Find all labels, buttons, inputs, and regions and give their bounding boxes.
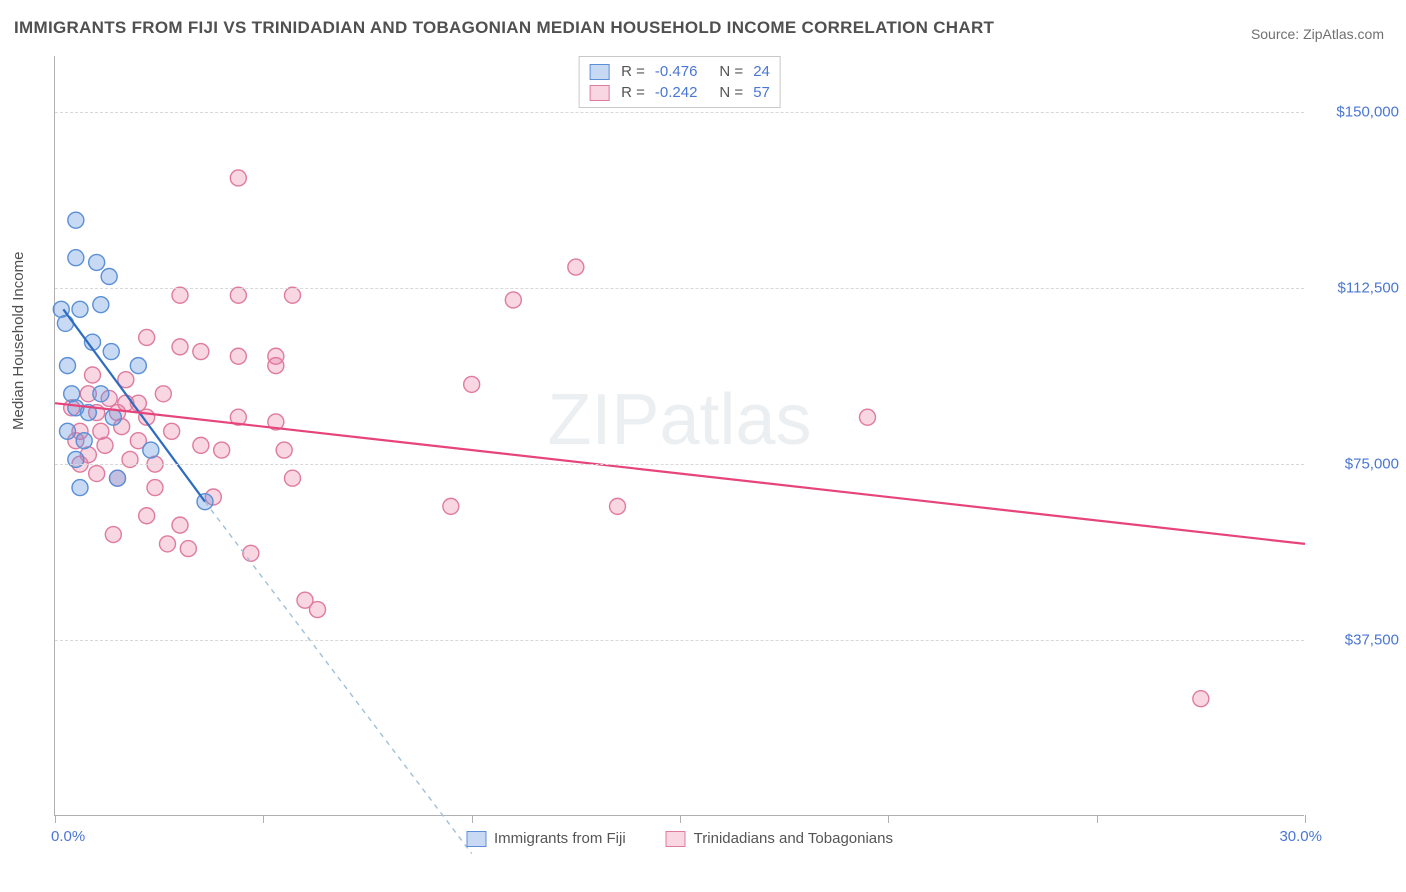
x-axis-max-label: 30.0% <box>1279 828 1322 845</box>
scatter-point <box>93 297 109 313</box>
scatter-point <box>568 259 584 275</box>
scatter-point <box>130 358 146 374</box>
scatter-point <box>180 541 196 557</box>
scatter-point <box>155 386 171 402</box>
scatter-point <box>72 480 88 496</box>
scatter-point <box>243 545 259 561</box>
scatter-point <box>160 536 176 552</box>
scatter-point <box>464 376 480 392</box>
trend-line-extension <box>205 502 472 854</box>
swatch-trinidad-icon <box>666 831 686 847</box>
swatch-fiji-icon <box>466 831 486 847</box>
scatter-point <box>60 423 76 439</box>
scatter-point <box>230 348 246 364</box>
scatter-point <box>89 254 105 270</box>
scatter-point <box>860 409 876 425</box>
scatter-point <box>147 480 163 496</box>
scatter-point <box>85 367 101 383</box>
scatter-point <box>105 409 121 425</box>
gridline <box>55 112 1304 113</box>
scatter-point <box>139 508 155 524</box>
x-tick <box>1097 815 1098 823</box>
scatter-point <box>164 423 180 439</box>
scatter-point <box>193 344 209 360</box>
scatter-point <box>610 498 626 514</box>
x-tick <box>55 815 56 823</box>
x-tick <box>472 815 473 823</box>
scatter-point <box>1193 691 1209 707</box>
legend-label-trinidad: Trinidadians and Tobagonians <box>694 830 893 847</box>
scatter-point <box>97 437 113 453</box>
scatter-point <box>230 287 246 303</box>
scatter-point <box>103 344 119 360</box>
legend-label-fiji: Immigrants from Fiji <box>494 830 626 847</box>
scatter-point <box>443 498 459 514</box>
scatter-point <box>268 358 284 374</box>
gridline <box>55 464 1304 465</box>
legend-series: Immigrants from Fiji Trinidadians and To… <box>466 830 893 847</box>
scatter-point <box>89 466 105 482</box>
trend-line <box>55 403 1305 544</box>
scatter-point <box>143 442 159 458</box>
scatter-point <box>214 442 230 458</box>
legend-item-trinidad: Trinidadians and Tobagonians <box>666 830 893 847</box>
gridline <box>55 640 1304 641</box>
scatter-point <box>68 212 84 228</box>
x-tick <box>888 815 889 823</box>
scatter-point <box>193 437 209 453</box>
scatter-point <box>285 287 301 303</box>
y-tick-label: $75,000 <box>1314 456 1399 473</box>
scatter-point <box>172 339 188 355</box>
scatter-point <box>57 315 73 331</box>
chart-area: ZIPatlas R = -0.476 N = 24 R = -0.242 N … <box>54 56 1304 816</box>
scatter-point <box>310 602 326 618</box>
scatter-point <box>93 386 109 402</box>
scatter-point <box>72 301 88 317</box>
scatter-point <box>172 517 188 533</box>
scatter-point <box>105 527 121 543</box>
scatter-point <box>230 170 246 186</box>
x-tick <box>680 815 681 823</box>
gridline <box>55 288 1304 289</box>
y-axis-label: Median Household Income <box>10 252 27 430</box>
scatter-point <box>505 292 521 308</box>
y-tick-label: $37,500 <box>1314 632 1399 649</box>
scatter-point <box>68 250 84 266</box>
scatter-point <box>285 470 301 486</box>
x-tick <box>1305 815 1306 823</box>
scatter-point <box>60 358 76 374</box>
x-axis-min-label: 0.0% <box>51 828 85 845</box>
scatter-point <box>276 442 292 458</box>
plot-svg <box>55 56 1304 815</box>
source-label: Source: ZipAtlas.com <box>1251 26 1384 42</box>
x-tick <box>263 815 264 823</box>
scatter-point <box>101 268 117 284</box>
chart-title: IMMIGRANTS FROM FIJI VS TRINIDADIAN AND … <box>14 18 994 38</box>
y-tick-label: $150,000 <box>1314 104 1399 121</box>
scatter-point <box>110 470 126 486</box>
scatter-point <box>76 433 92 449</box>
y-tick-label: $112,500 <box>1314 280 1399 297</box>
scatter-point <box>172 287 188 303</box>
legend-item-fiji: Immigrants from Fiji <box>466 830 626 847</box>
scatter-point <box>139 329 155 345</box>
